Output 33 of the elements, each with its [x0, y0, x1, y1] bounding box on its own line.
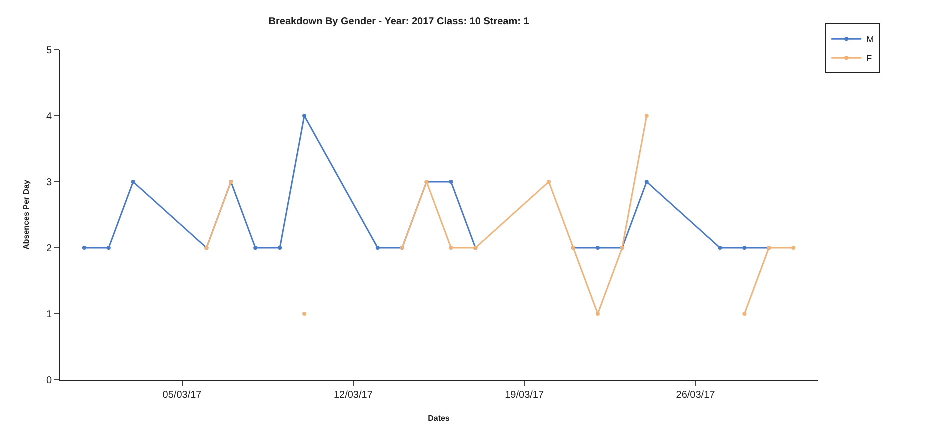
y-axis-title: Absences Per Day: [22, 180, 32, 250]
point: [278, 246, 282, 250]
x-axis-title: Dates: [428, 414, 450, 424]
y-tick-label: 5: [46, 46, 52, 56]
x-tick-label: 12/03/17: [334, 390, 374, 401]
point: [718, 246, 722, 250]
point: [742, 312, 747, 316]
point: [254, 246, 258, 250]
x-tick-label: 26/03/17: [676, 390, 716, 401]
point: [596, 246, 600, 250]
x-tick-label: 19/03/17: [505, 390, 544, 401]
point: [82, 246, 86, 250]
point: [792, 246, 796, 250]
point: [644, 180, 649, 184]
point: [644, 114, 649, 118]
point: [106, 246, 111, 250]
legend-label: M: [866, 34, 874, 45]
point: [449, 180, 454, 184]
point: [596, 312, 600, 316]
chart-title: Breakdown By Gender - Year: 2017 Class: 10 Stream: 1: [268, 16, 530, 28]
y-tick-label: 3: [46, 178, 52, 188]
y-tick-label: 1: [46, 310, 52, 320]
point: [302, 114, 307, 118]
y-tick-label: 4: [46, 112, 52, 122]
x-tick-label: 05/03/17: [162, 390, 202, 401]
point: [547, 180, 552, 184]
y-tick-label: 0: [46, 376, 52, 386]
legend-label: F: [866, 54, 873, 64]
point: [376, 246, 380, 250]
point: [131, 180, 136, 184]
point: [742, 246, 747, 250]
y-tick-label: 2: [46, 244, 52, 254]
point: [449, 246, 454, 250]
